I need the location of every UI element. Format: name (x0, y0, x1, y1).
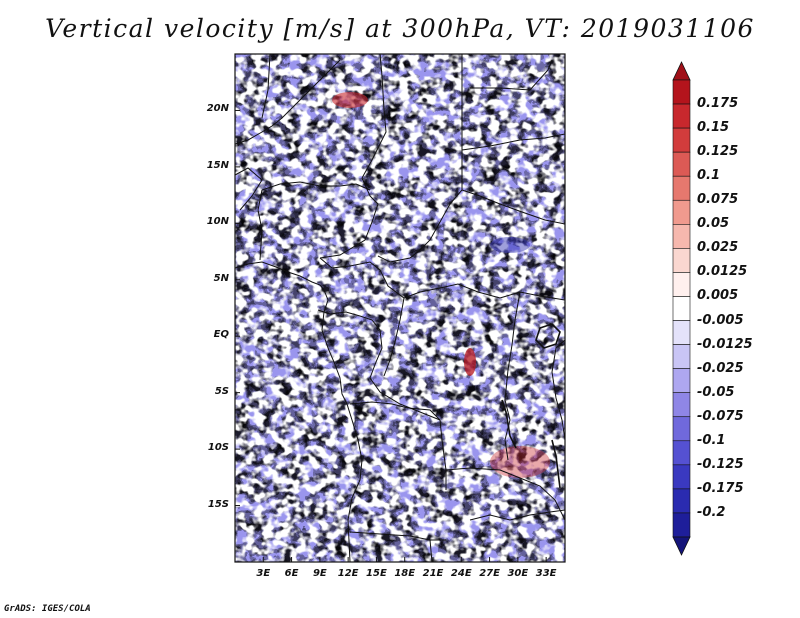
coastline-west-africa (235, 261, 363, 562)
lon-tick-label: 12E (337, 568, 359, 579)
lat-tick-label: 15N (206, 159, 229, 171)
colorbar-segment (672, 199, 691, 225)
lat-tick-label: 5N (213, 272, 229, 284)
border-angola-namibia (349, 531, 446, 541)
velocity-field (235, 54, 565, 562)
colorbar-segment (672, 464, 691, 490)
colorbar-segment (672, 368, 691, 393)
colorbar-segment (672, 416, 691, 442)
border-nigeria-north (261, 181, 371, 191)
colorbar-segment (672, 224, 691, 249)
colorbar-segment (672, 296, 691, 321)
border-east-lakes (504, 291, 521, 461)
longitude-ticks (262, 557, 547, 562)
lake-victoria (535, 323, 561, 349)
colorbar-segment (672, 392, 691, 418)
mauritania-border (261, 54, 271, 119)
lon-tick-label: 15E (366, 568, 387, 579)
colorbar-segment (672, 248, 691, 273)
lon-tick-label: 33E (535, 568, 557, 579)
border-congo-drc (383, 297, 405, 377)
colorbar-label: -0.175 (697, 480, 744, 496)
strong-updraft-malawi (490, 446, 550, 478)
country-borders (235, 54, 565, 562)
border-niger-chad (235, 59, 341, 145)
border-central-car (319, 257, 565, 301)
colorbar-label: 0.125 (697, 144, 739, 160)
lon-tick-label: 24E (450, 568, 472, 579)
colorbar-top-arrow (672, 61, 691, 81)
colorbar-label: 0.075 (697, 192, 739, 208)
lon-tick-label: 9E (312, 568, 327, 579)
colorbar-label: -0.05 (697, 384, 735, 400)
colorbar-label: 0.05 (697, 216, 730, 232)
border-cameroon-gabon (317, 309, 447, 490)
colorbar-segment (672, 272, 691, 297)
colorbar-segment (672, 79, 691, 105)
border-libya-sudan (319, 54, 387, 259)
colorbar-segment (672, 344, 691, 369)
colorbar-label: 0.005 (697, 288, 739, 304)
lat-tick-label: EQ (213, 329, 229, 341)
grads-credit: GrADS: IGES/COLA (4, 604, 91, 614)
strong-downdraft-east (490, 237, 530, 253)
border-zambia-south (469, 509, 565, 521)
colorbar-segment (672, 175, 691, 201)
colorbar-bottom-arrow (672, 536, 691, 556)
colorbar-label: -0.005 (697, 312, 744, 328)
border-upper-east (461, 133, 565, 151)
strong-updraft-congo (464, 348, 476, 376)
lon-tick-label: 30E (507, 568, 529, 579)
border-angola-zambia (445, 467, 565, 521)
lon-tick-label: 21E (422, 568, 444, 579)
plot-frame (234, 53, 566, 563)
lat-tick-label: 10S (207, 442, 229, 454)
colorbar (672, 61, 691, 556)
colorbar-label: 0.1 (697, 168, 721, 184)
lon-tick-label: 6E (284, 568, 299, 579)
border-niger-mali (257, 189, 263, 261)
red-sea-coast (470, 59, 553, 91)
colorbar-label: 0.175 (697, 96, 739, 112)
border-drc-angola (349, 401, 441, 421)
field-near-zero-veins (235, 54, 565, 562)
colorbar-label: 0.15 (697, 120, 730, 136)
colorbar-segment (672, 488, 691, 514)
strong-updraft-sahara (332, 92, 368, 108)
lon-tick-label: 27E (479, 568, 500, 579)
lat-tick-label: 20N (206, 103, 229, 115)
border-sudan-east (377, 110, 463, 263)
colorbar-segment (672, 151, 691, 177)
colorbar-segment (672, 512, 691, 538)
lon-tick-label: 18E (394, 568, 416, 579)
colorbar-label: -0.2 (697, 504, 726, 520)
colorbar-segment (672, 127, 691, 153)
colorbar-label: -0.125 (697, 456, 744, 472)
border-sudan-ethiopia (461, 189, 565, 225)
border-west-small (235, 167, 263, 211)
colorbar-label: -0.025 (697, 360, 744, 376)
colorbar-segment (672, 320, 691, 345)
colorbar-label: -0.1 (697, 432, 726, 448)
coastline-east-africa (551, 339, 565, 441)
colorbar-label: 0.0125 (697, 264, 748, 280)
colorbar-label: 0.025 (697, 240, 739, 256)
map-title: Vertical velocity [m/s] at 300hPa, VT: 2… (45, 14, 755, 43)
latitude-ticks (235, 109, 240, 507)
lake-tanganyika (501, 399, 517, 449)
border-botswana (429, 539, 433, 562)
lake-malawi (551, 439, 561, 489)
colorbar-label: -0.0125 (697, 336, 753, 352)
lon-tick-label: 3E (256, 568, 271, 579)
colorbar-segment (672, 103, 691, 129)
lat-tick-label: 15S (207, 498, 229, 510)
lat-tick-label: 10N (206, 216, 229, 228)
colorbar-label: -0.075 (697, 408, 744, 424)
colorbar-segment (672, 440, 691, 466)
lat-tick-label: 5S (214, 385, 229, 397)
